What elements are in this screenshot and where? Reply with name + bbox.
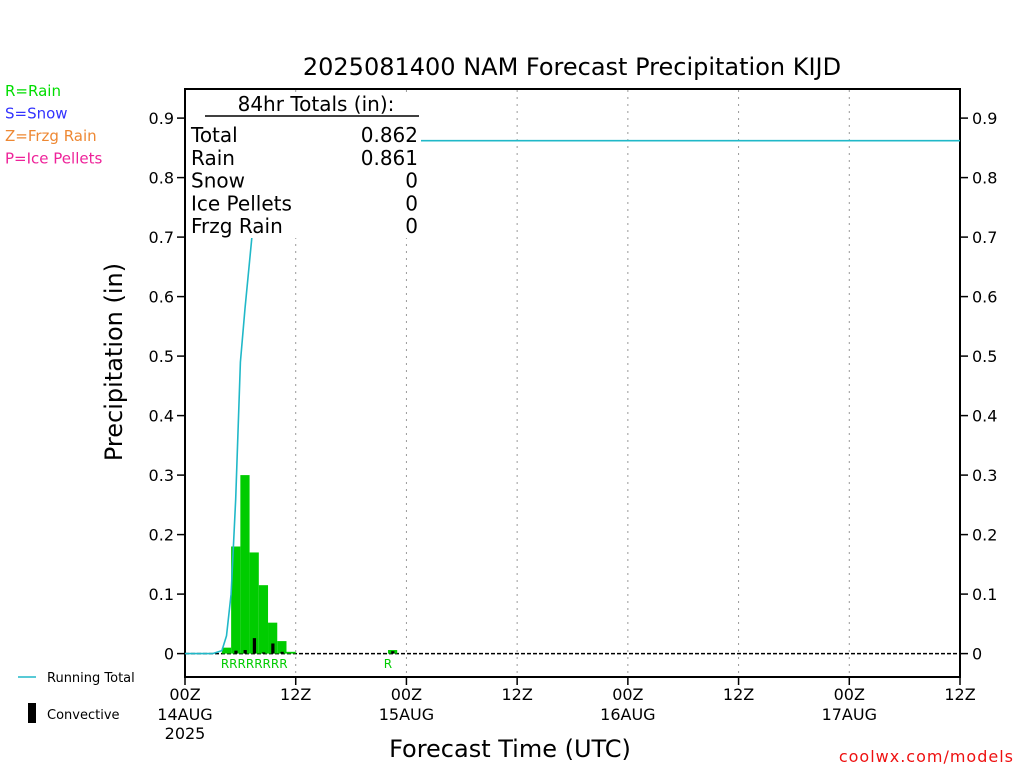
totals-box: 84hr Totals (in):Total 0.862 Rain 0.861 Snow…	[189, 92, 421, 238]
y-tick-right-label-9: 0.9	[972, 109, 997, 128]
convective-bar-1	[234, 650, 238, 654]
y-axis-left: 0 0.1 0.2 0.3 0.4 0.5 0.6 0.7 0.8 0.9	[149, 109, 185, 664]
convective-bar-3	[252, 638, 257, 654]
legend-item-3: P=Ice Pellets	[5, 150, 102, 168]
y-axis-right: 0 0.1 0.2 0.3 0.4 0.5 0.6 0.7 0.8 0.9	[960, 109, 997, 664]
precip-type-labels: RRRRRRRR R	[221, 657, 392, 671]
y-tick-label-1: 0.1	[149, 585, 174, 604]
bottom-legend: Running Total Convective	[18, 671, 135, 723]
x-tick-label-0: 00Z	[169, 685, 200, 704]
precip-bar-3	[249, 552, 259, 654]
y-tick-right-label-0: 0	[972, 645, 982, 664]
y-tick-label-7: 0.7	[149, 228, 174, 247]
y-tick-label-5: 0.5	[149, 347, 174, 366]
precip-bar-0	[221, 647, 232, 654]
y-axis-label: Precipitation (in)	[100, 263, 128, 461]
y-tick-label-9: 0.9	[149, 109, 174, 128]
precip-bar-6	[277, 641, 287, 654]
x-tick-label-3: 12Z	[501, 685, 532, 704]
totals-row-label-2: Snow	[191, 169, 245, 193]
totals-row-label-0: Total	[190, 123, 238, 147]
y-tick-label-8: 0.8	[149, 169, 174, 188]
convective-bar-4	[262, 652, 266, 654]
precip-bar-1	[231, 546, 241, 654]
precip-bar-7	[286, 651, 296, 654]
totals-row-value-3: 0	[405, 191, 418, 215]
plot-frame	[184, 88, 961, 678]
precip-bar-4	[258, 585, 269, 654]
x-tick-label-1: 12Z	[280, 685, 311, 704]
totals-row-label-3: Ice Pellets	[191, 191, 292, 215]
x-tick-label-6: 00Z	[834, 685, 865, 704]
type-label-0: RRRRRRRR	[221, 657, 288, 671]
x-tick-date-4: 16AUG	[600, 705, 655, 724]
y-tick-label-2: 0.2	[149, 526, 174, 545]
convective-bars	[234, 638, 395, 654]
y-tick-right-label-1: 0.1	[972, 585, 997, 604]
y-tick-right-label-4: 0.4	[972, 407, 997, 426]
totals-row-label-4: Frzg Rain	[191, 214, 283, 238]
y-tick-right-label-7: 0.7	[972, 228, 997, 247]
watermark: coolwx.com/models	[839, 747, 1014, 766]
totals-row-label-1: Rain	[191, 146, 235, 170]
y-tick-label-3: 0.3	[149, 466, 174, 485]
precip-bar-2	[240, 475, 250, 654]
convective-legend-label: Convective	[47, 708, 120, 723]
convective-bar-6	[280, 651, 284, 654]
legend-item-1: S=Snow	[5, 105, 68, 123]
x-tick-date-2: 15AUG	[379, 705, 434, 724]
legend-item-2: Z=Frzg Rain	[5, 127, 97, 145]
convective-bar-8	[391, 651, 395, 654]
precip-type-legend: R=Rain S=Snow Z=Frzg Rain P=Ice Pellets	[5, 82, 102, 168]
chart-title: 2025081400 NAM Forecast Precipitation KI…	[303, 53, 841, 81]
y-tick-right-label-5: 0.5	[972, 347, 997, 366]
x-tick-date-0: 14AUG	[157, 705, 212, 724]
type-label-1: R	[384, 657, 392, 671]
x-tick-label-5: 12Z	[723, 685, 754, 704]
x-tick-label-7: 12Z	[944, 685, 975, 704]
x-tick-date-6: 17AUG	[822, 705, 877, 724]
y-tick-right-label-6: 0.6	[972, 288, 997, 307]
legend-item-0: R=Rain	[5, 82, 61, 100]
x-tick-label-2: 00Z	[391, 685, 422, 704]
y-tick-label-0: 0	[164, 645, 174, 664]
y-tick-right-label-3: 0.3	[972, 466, 997, 485]
totals-row-value-2: 0	[405, 169, 418, 193]
x-axis-label: Forecast Time (UTC)	[389, 735, 631, 763]
convective-bar-2	[243, 650, 247, 654]
y-tick-right-label-2: 0.2	[972, 526, 997, 545]
x-tick-year-0: 2025	[165, 724, 206, 743]
totals-header: 84hr Totals (in):	[238, 92, 395, 116]
precip-bar-5	[268, 622, 278, 654]
totals-row-value-1: 0.861	[361, 146, 418, 170]
x-tick-label-4: 00Z	[612, 685, 643, 704]
y-tick-label-4: 0.4	[149, 407, 174, 426]
totals-row-value-4: 0	[405, 214, 418, 238]
hourly-precip-bars	[221, 475, 398, 654]
totals-row-value-0: 0.862	[361, 123, 418, 147]
convective-legend-swatch	[28, 703, 36, 723]
convective-bar-5	[271, 643, 275, 654]
running-total-legend-label: Running Total	[47, 671, 135, 686]
y-tick-label-6: 0.6	[149, 288, 174, 307]
y-tick-right-label-8: 0.8	[972, 169, 997, 188]
